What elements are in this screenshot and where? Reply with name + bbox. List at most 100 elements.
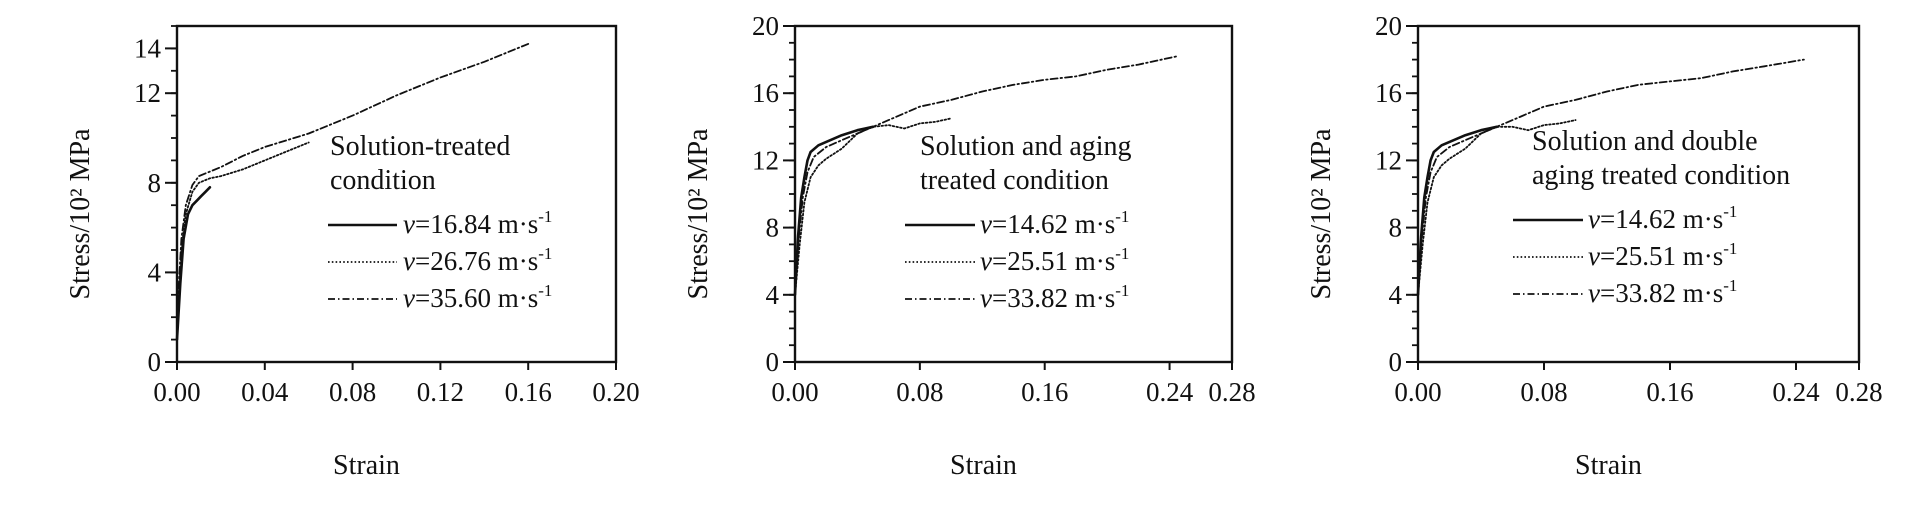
x-tick-label: 0.08 [1520,377,1567,407]
x-axis: 0.00 0.08 0.16 0.24 0.28 [1394,362,1883,407]
series-line-3 [794,55,1179,296]
y-axis: 0 4 8 12 16 20 [752,11,795,377]
legend-entry-2: v=25.51 m·s-1 [1588,239,1737,271]
legend-entry-1: v=14.62 m·s-1 [1588,202,1737,234]
series-line-3 [1417,58,1805,296]
legend-entry-symbol: v [980,246,992,276]
plot-frame [175,24,618,364]
legend-entry-symbol: v [980,283,992,313]
series-line-1 [1416,125,1499,297]
series-group [1416,58,1805,297]
legend-entry-value: =16.84 m·s [415,209,538,239]
x-tick-label: 0.00 [771,377,818,407]
y-axis: 0 4 8 12 16 20 [1375,11,1418,377]
y-tick-label: 16 [752,78,779,108]
x-tick-label: 0.28 [1835,377,1882,407]
series-line-2 [1417,119,1577,296]
legend-entry-2: v=26.76 m·s-1 [403,244,552,276]
legend-entry-value: =14.62 m·s [1600,204,1723,234]
y-axis-label: Stress/10² MPa [65,128,96,300]
legend-entry-3: v=33.82 m·s-1 [1588,276,1737,308]
x-tick-label: 0.20 [592,377,639,407]
series-group [793,55,1179,297]
y-tick-label: 8 [766,213,780,243]
y-tick-label: 8 [148,168,162,198]
y-tick-label: 4 [148,257,162,287]
legend-entry-3: v=33.82 m·s-1 [980,281,1129,313]
legend-entry-2: v=25.51 m·s-1 [980,244,1129,276]
y-tick-label: 4 [766,280,780,310]
legend-entry-exponent: -1 [538,281,552,300]
legend-entry-value: =25.51 m·s [992,246,1115,276]
legend-title-line: Solution-treated [330,131,510,162]
legend-entry-exponent: -1 [1723,239,1737,258]
x-tick-label: 0.24 [1146,377,1194,407]
legend-entry-symbol: v [1588,278,1600,308]
x-tick-label: 0.24 [1772,377,1820,407]
y-axis-label: Stress/10² MPa [1306,128,1337,300]
legend-entry-exponent: -1 [1115,281,1129,300]
legend-entry-exponent: -1 [1723,276,1737,295]
legend-title-line: condition [330,165,436,196]
series-line-2 [176,141,310,330]
x-tick-label: 0.00 [153,377,200,407]
chart-panel-2: 0.00 0.08 0.16 0.24 0.28 0 4 8 12 16 20 Strain Stres… [683,11,1256,481]
legend-entry-value: =26.76 m·s [415,246,538,276]
x-tick-label: 0.08 [896,377,943,407]
series-line-1 [793,125,875,297]
legend-entry-exponent: -1 [1723,202,1737,221]
x-axis-label: Strain [333,450,400,481]
chart-panel-3: 0.00 0.08 0.16 0.24 0.28 0 4 8 12 16 20 Strain Stres… [1306,11,1883,481]
legend-title-line: treated condition [920,165,1109,196]
y-axis: 0 4 8 12 14 [134,25,177,377]
legend-title-line: aging treated condition [1532,160,1790,191]
legend-entry-value: =33.82 m·s [992,283,1115,313]
legend-entry-value: =33.82 m·s [1600,278,1723,308]
legend-entry-symbol: v [403,283,415,313]
legend-title-line: Solution and aging [920,131,1132,162]
legend-entry-3: v=35.60 m·s-1 [403,281,552,313]
plot-frame [1416,24,1861,364]
y-tick-label: 12 [1375,145,1402,175]
x-tick-label: 0.00 [1394,377,1441,407]
legend-entry-exponent: -1 [538,244,552,263]
legend-entry-value: =14.62 m·s [992,209,1115,239]
y-tick-label: 12 [752,145,779,175]
legend-entry-1: v=16.84 m·s-1 [403,207,552,239]
y-tick-label: 0 [766,347,780,377]
series-line-1 [175,186,212,341]
y-tick-label: 16 [1375,78,1402,108]
x-tick-label: 0.28 [1208,377,1255,407]
x-tick-label: 0.16 [505,377,552,407]
series-line-2 [794,117,952,296]
legend-entry-1: v=14.62 m·s-1 [980,207,1129,239]
y-tick-label: 0 [1389,347,1403,377]
chart-panel-1: 0.00 0.04 0.08 0.12 0.16 0.20 0 4 8 12 14 Strain Str… [65,24,640,481]
y-tick-label: 20 [752,11,779,41]
y-tick-label: 4 [1389,280,1403,310]
legend-entry-symbol: v [980,209,992,239]
legend-entry-symbol: v [403,209,415,239]
y-tick-label: 8 [1389,213,1403,243]
x-tick-label: 0.08 [329,377,376,407]
legend-entry-exponent: -1 [538,207,552,226]
legend-entry-symbol: v [1588,241,1600,271]
y-tick-label: 20 [1375,11,1402,41]
series-group [175,43,530,341]
legend-entry-value: =25.51 m·s [1600,241,1723,271]
series-line-3 [176,43,530,319]
legend-entry-exponent: -1 [1115,207,1129,226]
legend-entry-exponent: -1 [1115,244,1129,263]
x-axis-label: Strain [950,450,1017,481]
y-tick-label: 12 [134,78,161,108]
y-tick-label: 14 [134,33,162,63]
x-tick-label: 0.12 [417,377,464,407]
x-axis: 0.00 0.08 0.16 0.24 0.28 [771,362,1256,407]
x-axis-label: Strain [1575,450,1642,481]
legend-entry-symbol: v [1588,204,1600,234]
